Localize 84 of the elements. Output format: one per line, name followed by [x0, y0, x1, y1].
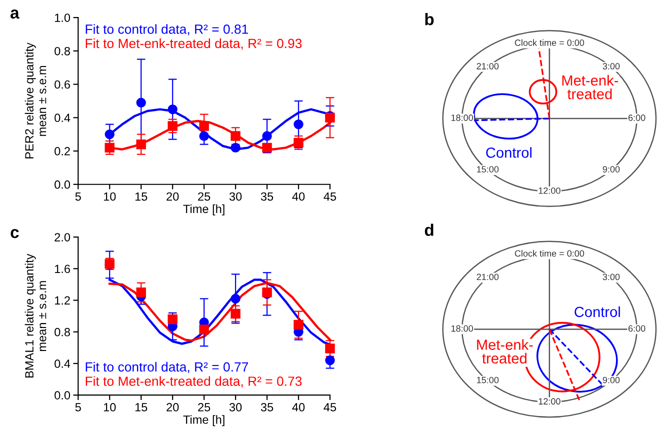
y-tick-label: 0.6: [54, 80, 70, 89]
y-tick-label: 1.6: [55, 264, 70, 274]
x-tick-label: 10: [104, 403, 116, 412]
text: 12:00: [538, 398, 560, 405]
point: [325, 355, 335, 366]
text: 3:00: [602, 63, 620, 70]
point: [199, 121, 209, 131]
chart-title: a: [10, 10, 20, 19]
x-tick-label: 45: [324, 403, 336, 412]
text: Fit to Met-enk-treated data, R² = 0.93: [86, 38, 302, 50]
y-tick-label: 0.4: [54, 114, 70, 122]
x-tick-label: 30: [229, 192, 242, 201]
text: 21:00: [476, 63, 499, 70]
y-tick-label: 0.0: [54, 391, 70, 400]
text: b: [425, 13, 434, 26]
point: [262, 142, 272, 153]
y-axis-title: BMAL1 relative quantity mean ± s.e.m: [24, 254, 46, 378]
x-tick-label: 35: [260, 192, 274, 201]
text: 12:00: [538, 187, 560, 194]
text: Fit to control data, R² = 0.81: [86, 24, 248, 36]
y-tick-label: 0.8: [54, 46, 70, 56]
x-tick-label: 25: [198, 403, 210, 412]
text: 18:00: [451, 325, 473, 332]
x-tick-label: 20: [166, 403, 179, 412]
legend-label: Met-enk- treated: [477, 339, 533, 364]
y-tick-label: 1.0: [55, 14, 70, 22]
x-tick-label: 20: [166, 192, 179, 201]
x-tick-label: 5: [75, 403, 81, 412]
point: [199, 131, 209, 141]
legend-label: Met-enk- treated: [562, 74, 618, 100]
point: [294, 119, 304, 130]
x-tick-label: 45: [324, 192, 336, 201]
text: 9:00: [602, 166, 620, 172]
point: [136, 98, 146, 108]
point: [230, 294, 240, 304]
y-tick-label: 2.0: [54, 233, 70, 242]
text: Fit to control data, R² = 0.77: [86, 362, 248, 374]
x-axis-title: Time [h]: [183, 204, 224, 216]
y-tick-label: 0.8: [54, 328, 70, 336]
y-tick-label: 0.4: [54, 360, 70, 368]
y-tick-label: 0.0: [54, 180, 70, 189]
legend-label: Control: [574, 306, 620, 318]
text: Clock time = 0:00: [514, 250, 584, 257]
text: 15:00: [477, 376, 499, 384]
text: d: [424, 224, 434, 236]
point: [325, 344, 335, 354]
point: [168, 104, 178, 114]
text: Clock time = 0:00: [514, 39, 584, 46]
x-tick-label: 40: [292, 192, 305, 201]
point: [199, 324, 209, 334]
x-tick-label: 30: [229, 403, 242, 412]
point: [136, 288, 146, 298]
x-tick-label: 10: [104, 192, 116, 201]
text: 21:00: [476, 274, 499, 280]
point: [262, 131, 272, 141]
point: [230, 131, 240, 141]
x-tick-label: 15: [135, 403, 148, 412]
x-tick-label: 25: [198, 192, 210, 201]
x-tick-label: 40: [292, 403, 305, 412]
point: [230, 308, 240, 319]
point: [104, 142, 114, 153]
point: [230, 142, 240, 153]
y-tick-label: 0.2: [54, 147, 70, 156]
text: 6:00: [628, 325, 646, 332]
point: [294, 320, 304, 330]
text: 3:00: [602, 274, 620, 280]
y-axis-title: PER2 relative quantity mean ± s.e.m: [24, 42, 46, 158]
text: 18:00: [451, 114, 473, 121]
point: [104, 129, 114, 140]
x-tick-label: 35: [260, 403, 274, 412]
text: 9:00: [602, 376, 620, 384]
x-axis-title: Time [h]: [183, 415, 224, 426]
text: 15:00: [477, 166, 499, 172]
point: [136, 139, 146, 150]
text: 6:00: [628, 114, 646, 121]
x-tick-label: 5: [75, 192, 81, 201]
y-tick-label: 1.2: [55, 296, 70, 305]
text: Fit to Met-enk-treated data, R² = 0.73: [86, 376, 302, 388]
point: [294, 138, 304, 148]
point: [168, 121, 178, 131]
chart-title: c: [10, 229, 19, 238]
point: [168, 314, 178, 324]
legend-label: Control: [486, 147, 532, 158]
x-tick-label: 15: [135, 192, 148, 201]
